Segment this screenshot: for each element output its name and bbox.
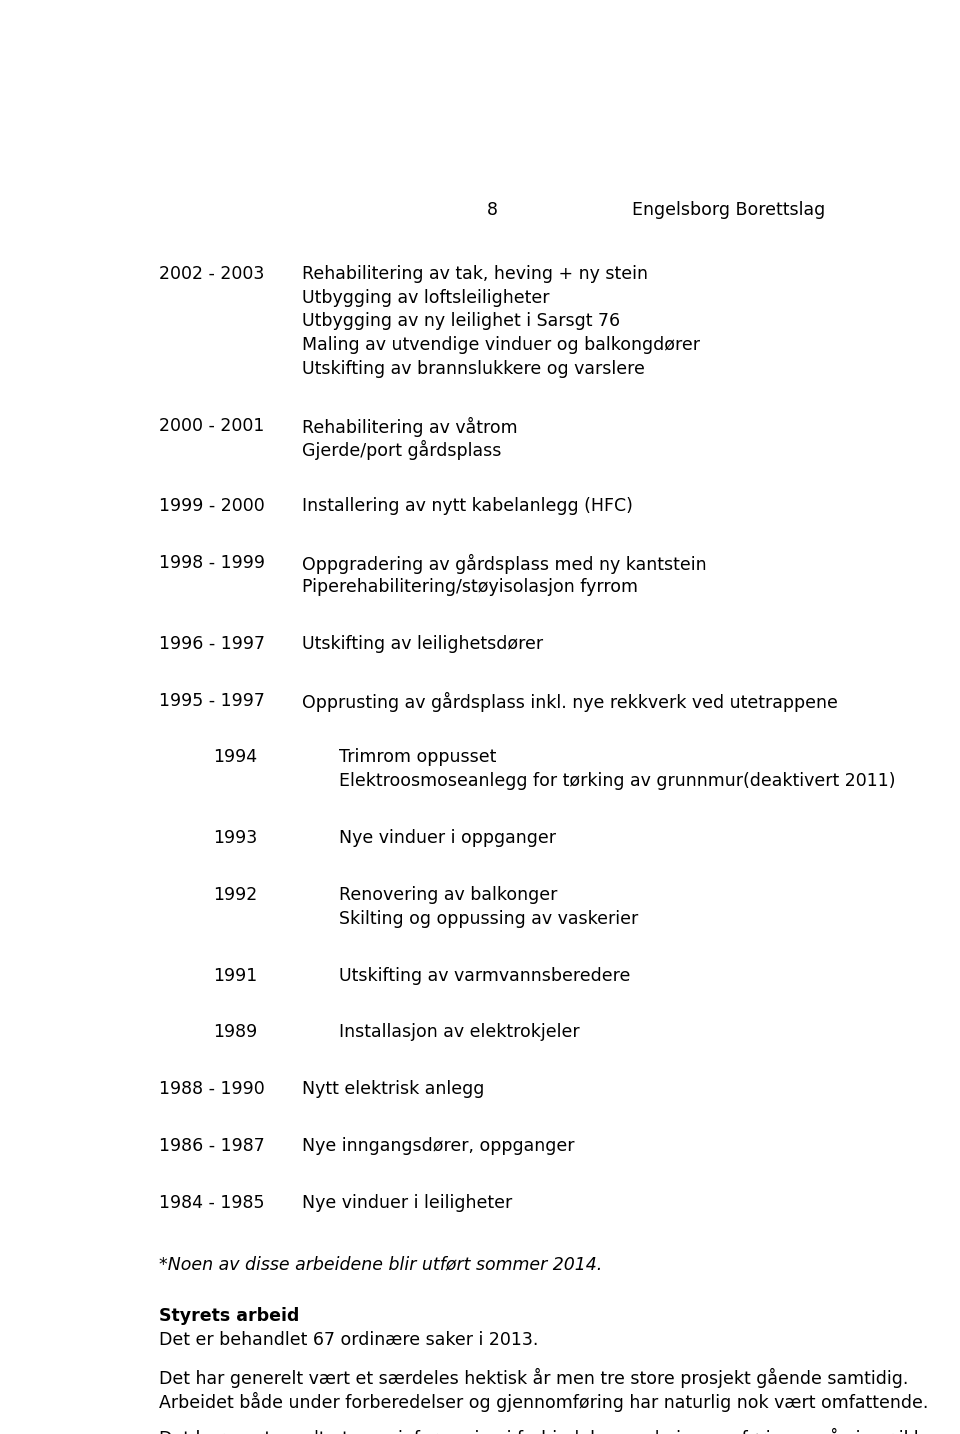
Text: Nye inngangsdører, oppganger: Nye inngangsdører, oppganger	[302, 1137, 575, 1156]
Text: Installasjon av elektrokjeler: Installasjon av elektrokjeler	[340, 1024, 580, 1041]
Text: Utskifting av brannslukkere og varslere: Utskifting av brannslukkere og varslere	[302, 360, 645, 377]
Text: Utbygging av loftsleiligheter: Utbygging av loftsleiligheter	[302, 288, 550, 307]
Text: Nye vinduer i leiligheter: Nye vinduer i leiligheter	[302, 1195, 513, 1212]
Text: 1992: 1992	[213, 886, 257, 903]
Text: Rehabilitering av våtrom: Rehabilitering av våtrom	[302, 417, 517, 437]
Text: 2000 - 2001: 2000 - 2001	[158, 417, 264, 435]
Text: Opprusting av gårdsplass inkl. nye rekkverk ved utetrappene: Opprusting av gårdsplass inkl. nye rekkv…	[302, 691, 838, 711]
Text: 1995 - 1997: 1995 - 1997	[158, 691, 265, 710]
Text: Engelsborg Borettslag: Engelsborg Borettslag	[632, 201, 826, 219]
Text: Installering av nytt kabelanlegg (HFC): Installering av nytt kabelanlegg (HFC)	[302, 498, 634, 515]
Text: Utskifting av leilighetsdører: Utskifting av leilighetsdører	[302, 635, 543, 652]
Text: 1988 - 1990: 1988 - 1990	[158, 1080, 264, 1098]
Text: Trimrom oppusset: Trimrom oppusset	[340, 749, 497, 766]
Text: 1989: 1989	[213, 1024, 257, 1041]
Text: Rehabilitering av tak, heving + ny stein: Rehabilitering av tak, heving + ny stein	[302, 265, 648, 282]
Text: 2002 - 2003: 2002 - 2003	[158, 265, 264, 282]
Text: Maling av utvendige vinduer og balkongdører: Maling av utvendige vinduer og balkongdø…	[302, 336, 700, 354]
Text: Utbygging av ny leilighet i Sarsgt 76: Utbygging av ny leilighet i Sarsgt 76	[302, 313, 620, 330]
Text: Nytt elektrisk anlegg: Nytt elektrisk anlegg	[302, 1080, 485, 1098]
Text: Det har generelt vært et særdeles hektisk år men tre store prosjekt gående samti: Det har generelt vært et særdeles hektis…	[158, 1368, 908, 1388]
Text: 1986 - 1987: 1986 - 1987	[158, 1137, 264, 1156]
Text: Det er behandlet 67 ordinære saker i 2013.: Det er behandlet 67 ordinære saker i 201…	[158, 1331, 538, 1349]
Text: 1993: 1993	[213, 829, 257, 847]
Text: 1999 - 2000: 1999 - 2000	[158, 498, 264, 515]
Text: Utskifting av varmvannsberedere: Utskifting av varmvannsberedere	[340, 967, 631, 985]
Text: Oppgradering av gårdsplass med ny kantstein: Oppgradering av gårdsplass med ny kantst…	[302, 554, 707, 574]
Text: Det har vært sendt ut mye informasjon i forbindelse med gjennomføringen så vi se: Det har vært sendt ut mye informasjon i …	[158, 1428, 934, 1434]
Text: Skilting og oppussing av vaskerier: Skilting og oppussing av vaskerier	[340, 909, 638, 928]
Text: 8: 8	[487, 201, 497, 219]
Text: Arbeidet både under forberedelser og gjennomføring har naturlig nok vært omfatte: Arbeidet både under forberedelser og gje…	[158, 1391, 928, 1411]
Text: Piperehabilitering/støyisolasjon fyrrom: Piperehabilitering/støyisolasjon fyrrom	[302, 578, 638, 597]
Text: Nye vinduer i oppganger: Nye vinduer i oppganger	[340, 829, 557, 847]
Text: 1994: 1994	[213, 749, 257, 766]
Text: 1991: 1991	[213, 967, 257, 985]
Text: Elektroosmoseanlegg for tørking av grunnmur(deaktivert 2011): Elektroosmoseanlegg for tørking av grunn…	[340, 771, 896, 790]
Text: 1998 - 1999: 1998 - 1999	[158, 554, 265, 572]
Text: Styrets arbeid: Styrets arbeid	[158, 1308, 300, 1325]
Text: 1996 - 1997: 1996 - 1997	[158, 635, 265, 652]
Text: 1984 - 1985: 1984 - 1985	[158, 1195, 264, 1212]
Text: *Noen av disse arbeidene blir utført sommer 2014.: *Noen av disse arbeidene blir utført som…	[158, 1255, 602, 1273]
Text: Renovering av balkonger: Renovering av balkonger	[340, 886, 558, 903]
Text: Gjerde/port gårdsplass: Gjerde/port gårdsplass	[302, 440, 502, 460]
